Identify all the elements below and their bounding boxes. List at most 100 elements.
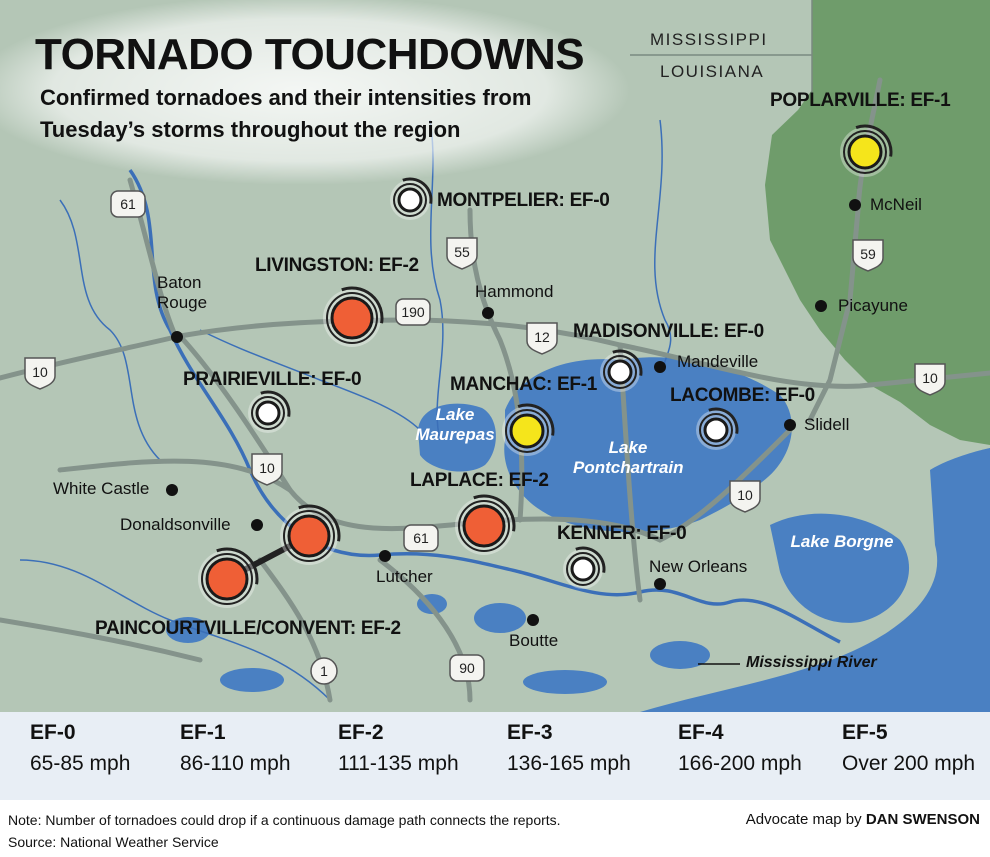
scale-speed: 111-135 mph: [338, 752, 459, 775]
tornado-label: KENNER: EF-0: [557, 523, 687, 544]
marker-ring: [843, 130, 887, 174]
credit-text: Advocate map by: [745, 811, 862, 828]
shield: [395, 298, 431, 326]
title-glow: [0, 0, 630, 185]
tornado-label: LACOMBE: EF-0: [670, 385, 815, 406]
shield: [403, 524, 439, 552]
tornado-marker: [563, 546, 606, 589]
marker-swirl: [402, 177, 433, 204]
scale-speed: 136-165 mph: [507, 752, 631, 775]
title: TORNADO TOUCHDOWNS: [35, 30, 585, 79]
highway-shield: 1: [310, 657, 338, 685]
tornado-label: LAPLACE: EF-2: [410, 470, 549, 491]
marker-swirl: [341, 286, 384, 324]
marker-core: [397, 187, 423, 213]
pond: [523, 670, 607, 694]
river-label: Mississippi River: [746, 654, 877, 671]
river: [199, 329, 421, 431]
highway-number: 1: [320, 663, 328, 679]
tornado-label: MADISONVILLE: EF-0: [573, 321, 764, 342]
state-label: LOUISIANA: [660, 62, 765, 81]
road: [0, 317, 990, 389]
highway-number: 12: [534, 329, 550, 345]
shield: [729, 480, 761, 513]
marker-swirl: [473, 494, 516, 532]
tornado-marker: [502, 403, 555, 456]
city-label: White Castle: [53, 479, 150, 498]
marker-core: [330, 296, 374, 340]
highway-number: 10: [737, 487, 753, 503]
marker-ring: [699, 413, 733, 447]
city-dot: [784, 419, 796, 431]
marker-ring: [283, 510, 335, 562]
city-dot: [527, 614, 539, 626]
road: [0, 617, 203, 663]
pond: [650, 641, 710, 669]
marker-core: [509, 413, 545, 449]
marker-swirl: [216, 547, 259, 585]
city-dot: [171, 331, 183, 343]
city-label: Hammond: [475, 282, 554, 301]
marker-ring: [326, 292, 378, 344]
scale-speed: Over 200 mph: [842, 752, 976, 775]
shield: [251, 453, 283, 486]
city-label: Lutcher: [376, 567, 433, 586]
marker-ring: [458, 500, 510, 552]
marker-ring: [505, 409, 549, 453]
tornado-label: MANCHAC: EF-1: [450, 374, 598, 395]
scale-speed: 166-200 mph: [678, 752, 802, 775]
marker-core: [205, 557, 249, 601]
city-dot: [482, 307, 494, 319]
highway-shield: 10: [914, 363, 946, 396]
note: Note: Number of tornadoes could drop if …: [8, 812, 561, 828]
scale-speed: 86-110 mph: [180, 752, 291, 775]
shield: [446, 237, 478, 270]
highway-shield: 12: [526, 322, 558, 355]
tornado-marker: [840, 124, 893, 177]
marker-ring: [603, 355, 637, 389]
marker-swirl: [298, 504, 341, 542]
highway-shield: 10: [24, 357, 56, 390]
tornado-marker: [390, 177, 433, 220]
source: Source: National Weather Service: [8, 834, 219, 850]
highway-shield: 10: [729, 480, 761, 513]
city-dot: [654, 361, 666, 373]
subtitle: Confirmed tornadoes and their intensitie…: [40, 85, 532, 142]
highway-number: 10: [32, 364, 48, 380]
river: [59, 199, 161, 461]
marker-ring: [566, 552, 600, 586]
water-label: Lake Maurepas: [415, 405, 495, 444]
city-dot: [849, 199, 861, 211]
pond: [166, 617, 210, 643]
shield: [526, 322, 558, 355]
scale-rating: EF-4: [678, 721, 724, 744]
lake-pontchartrain: [504, 357, 792, 532]
tornado-marker: [198, 547, 259, 608]
author: DAN SWENSON: [865, 811, 980, 828]
shield: [449, 654, 485, 682]
highway-shield: 90: [449, 654, 485, 682]
city-label: Mandeville: [677, 352, 759, 371]
city-dot: [251, 519, 263, 531]
tornado-marker: [323, 286, 384, 347]
marker-swirl: [260, 390, 291, 417]
highway-shield: 55: [446, 237, 478, 270]
highway-number: 190: [401, 304, 425, 320]
marker-core: [462, 504, 506, 548]
highway-shield: 61: [403, 524, 439, 552]
highway-shield: 10: [251, 453, 283, 486]
scale-band: [0, 712, 990, 800]
water-label: Lake Pontchartrain: [573, 438, 684, 477]
shield: [852, 239, 884, 272]
rivers: [19, 119, 841, 701]
city-label: Donaldsonville: [120, 515, 231, 534]
city-label: New Orleans: [649, 557, 748, 576]
mississippi-river: [128, 168, 841, 644]
highway-number: 61: [413, 530, 429, 546]
marker-ring: [251, 396, 285, 430]
city-dot: [654, 578, 666, 590]
highway-shield: 61: [110, 190, 146, 218]
shield: [110, 190, 146, 218]
